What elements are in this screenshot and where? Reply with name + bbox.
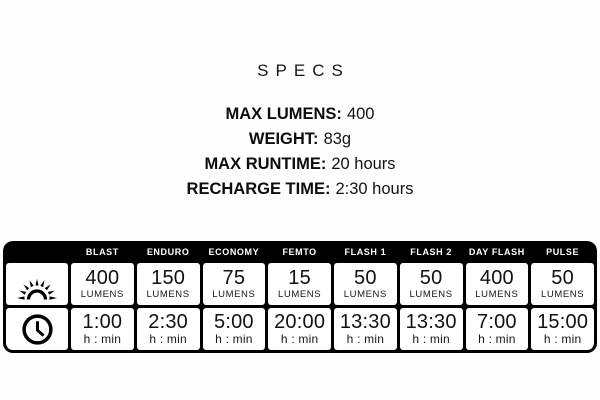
- lumens-unit-label: LUMENS: [212, 289, 256, 300]
- runtime-value: 1:00: [82, 311, 123, 333]
- spec-line-max-lumens: MAX LUMENS: 400: [0, 102, 600, 127]
- lumens-value: 75: [222, 267, 246, 289]
- lumens-unit-label: LUMENS: [475, 289, 519, 300]
- lumens-cell-pulse: 50 LUMENS: [531, 263, 594, 305]
- column-header-economy: ECONOMY: [208, 247, 260, 257]
- table-header-icon-spacer: [6, 244, 68, 260]
- lumens-unit-label: LUMENS: [278, 289, 322, 300]
- column-header-pulse: PULSE: [546, 247, 580, 257]
- mode-spec-table: BLAST ENDURO ECONOMY FEMTO FLASH 1 FLASH…: [3, 241, 597, 353]
- runtime-value: 5:00: [214, 311, 254, 333]
- runtime-cell-blast: 1:00 h : min: [71, 308, 134, 350]
- runtime-unit-label: h : min: [149, 332, 187, 346]
- clock-icon: [20, 312, 55, 347]
- column-header-enduro: ENDURO: [146, 247, 190, 257]
- runtime-unit-label: h : min: [280, 332, 319, 346]
- runtime-value: 20:00: [274, 311, 326, 333]
- spec-value: 2:30 hours: [335, 180, 414, 198]
- lumens-cell-blast: 400 LUMENS: [71, 263, 134, 305]
- lumens-row-header: [6, 263, 68, 305]
- runtime-cell-flash-2: 13:30 h : min: [399, 308, 463, 350]
- lumens-value: 15: [288, 267, 311, 289]
- spec-line-recharge-time: RECHARGE TIME: 2:30 hours: [0, 177, 600, 202]
- runtime-cell-femto: 20:00 h : min: [268, 308, 331, 350]
- runtime-unit-label: h : min: [346, 332, 385, 346]
- lumens-value: 150: [151, 267, 186, 289]
- spec-summary-list: MAX LUMENS: 400 WEIGHT: 83g MAX RUNTIME: 20…: [0, 102, 600, 202]
- lumens-cell-day-flash: 400 LUMENS: [465, 263, 529, 305]
- spec-value: 400: [346, 105, 375, 123]
- lumens-cell-enduro: 150 LUMENS: [136, 263, 200, 305]
- runtime-value: 15:00: [537, 311, 589, 333]
- lumens-unit-label: LUMENS: [343, 289, 387, 300]
- runtime-value: 13:30: [405, 311, 457, 333]
- column-header-day-flash: DAY FLASH: [468, 247, 525, 257]
- spec-label: WEIGHT:: [248, 130, 319, 148]
- runtime-unit-label: h : min: [478, 332, 516, 346]
- runtime-cell-flash-1: 13:30 h : min: [334, 308, 397, 350]
- lumens-unit-label: LUMENS: [146, 289, 190, 300]
- spec-label: MAX RUNTIME:: [204, 155, 327, 173]
- runtime-cell-economy: 5:00 h : min: [202, 308, 266, 350]
- runtime-row-header: [6, 308, 68, 350]
- lumens-value: 50: [419, 267, 443, 289]
- lumens-unit-label: LUMENS: [409, 289, 453, 300]
- column-header-flash-1: FLASH 1: [344, 247, 387, 257]
- runtime-unit-label: h : min: [83, 332, 122, 346]
- page-title: SPECS: [257, 61, 350, 80]
- lumens-cell-economy: 75 LUMENS: [202, 263, 266, 305]
- lumens-cell-flash-1: 50 LUMENS: [334, 263, 397, 305]
- spec-line-max-runtime: MAX RUNTIME: 20 hours: [0, 152, 600, 177]
- lumens-value: 50: [551, 267, 574, 289]
- runtime-value: 2:30: [148, 311, 188, 333]
- column-header-flash-2: FLASH 2: [410, 247, 452, 257]
- spec-line-weight: WEIGHT: 83g: [0, 127, 600, 152]
- lumens-cell-flash-2: 50 LUMENS: [399, 263, 463, 305]
- lumens-value: 400: [85, 267, 120, 289]
- spec-label: RECHARGE TIME:: [186, 180, 331, 198]
- sunburst-icon: [10, 267, 64, 301]
- spec-label: MAX LUMENS:: [225, 105, 342, 123]
- column-header-femto: FEMTO: [282, 247, 317, 257]
- spec-value: 20 hours: [331, 155, 396, 173]
- runtime-value: 7:00: [477, 311, 517, 333]
- lumens-unit-label: LUMENS: [80, 289, 124, 300]
- runtime-cell-day-flash: 7:00 h : min: [465, 308, 529, 350]
- column-header-blast: BLAST: [85, 247, 119, 257]
- runtime-value: 13:30: [339, 311, 391, 333]
- lumens-unit-label: LUMENS: [541, 289, 585, 300]
- lumens-cell-femto: 15 LUMENS: [268, 263, 331, 305]
- runtime-cell-enduro: 2:30 h : min: [136, 308, 200, 350]
- runtime-unit-label: h : min: [543, 332, 582, 346]
- runtime-unit-label: h : min: [215, 332, 253, 346]
- lumens-value: 50: [354, 267, 377, 289]
- spec-value: 83g: [323, 130, 352, 148]
- runtime-cell-pulse: 15:00 h : min: [531, 308, 594, 350]
- lumens-value: 400: [479, 267, 514, 289]
- runtime-unit-label: h : min: [412, 332, 450, 346]
